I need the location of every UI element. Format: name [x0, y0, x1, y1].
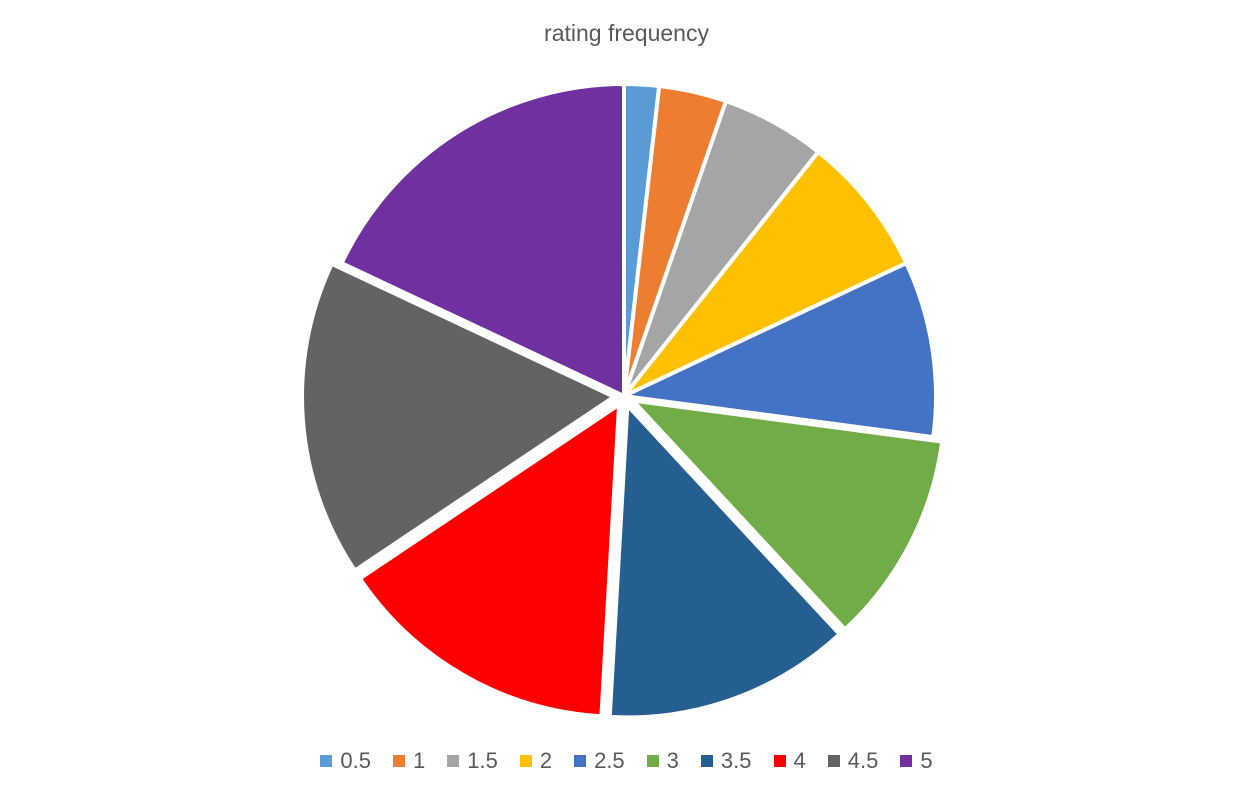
- legend-label: 1.5: [467, 748, 498, 773]
- pie-slice-3.5: [607, 403, 842, 720]
- legend-label: 2: [539, 748, 553, 773]
- legend-item-3.5: 3.5: [700, 748, 752, 774]
- legend-swatch: [574, 755, 587, 767]
- legend-item-4.5: 4.5: [827, 748, 879, 774]
- legend-item-1.5: 1.5: [447, 748, 498, 774]
- legend-label: 1: [412, 748, 426, 773]
- pie-slice-4: [357, 402, 622, 719]
- legend-label: 4: [793, 748, 806, 773]
- legend-label: 3.5: [720, 748, 752, 773]
- pie-slice-5: [339, 82, 626, 398]
- legend-swatch: [447, 755, 460, 767]
- legend-swatch: [646, 755, 659, 767]
- legend-label: 5: [920, 748, 933, 773]
- legend-label: 0.5: [340, 748, 371, 773]
- legend-label: 3: [666, 748, 679, 773]
- legend-item-4: 4: [773, 748, 806, 774]
- pie-slice-4.5: [300, 261, 617, 573]
- legend-swatch: [320, 755, 333, 767]
- legend-label: 4.5: [847, 748, 879, 773]
- legend-label: 2.5: [594, 748, 625, 773]
- legend-item-0.5: 0.5: [320, 748, 371, 774]
- legend-swatch: [700, 755, 713, 767]
- legend-swatch: [773, 755, 786, 767]
- chart-legend: 0.5 1 1.5 2 2.5 3 3.5 4 4.5 5: [0, 748, 1253, 774]
- legend-item-1: 1: [392, 748, 426, 774]
- pie-slice-2: [622, 149, 909, 398]
- legend-item-2.5: 2.5: [574, 748, 625, 774]
- legend-item-2: 2: [519, 748, 553, 774]
- pie-slice-3: [630, 398, 945, 632]
- legend-swatch: [827, 755, 840, 767]
- legend-item-5: 5: [900, 748, 933, 774]
- chart-title: rating frequency: [544, 20, 709, 46]
- legend-swatch: [900, 755, 913, 767]
- legend-swatch: [519, 755, 532, 767]
- legend-swatch: [392, 755, 405, 767]
- pie-slice-2.5: [622, 261, 938, 440]
- legend-item-3: 3: [646, 748, 679, 774]
